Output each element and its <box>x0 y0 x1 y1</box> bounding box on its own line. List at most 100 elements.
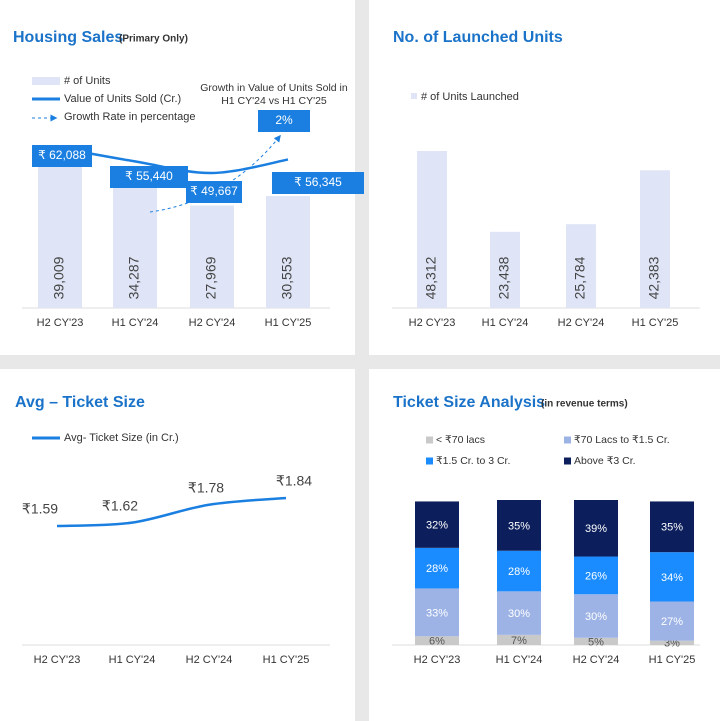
x-tick-label: H1 CY'24 <box>112 317 159 329</box>
value-label-box <box>272 172 364 194</box>
bar-segment <box>497 591 541 635</box>
segment-label: 30% <box>508 608 530 620</box>
x-tick-label: H1 CY'24 <box>496 654 543 666</box>
segment-label: 28% <box>508 566 530 578</box>
line-value-label: ₹1.84 <box>276 473 312 489</box>
x-tick-label: H1 CY'25 <box>632 317 679 329</box>
bar <box>490 231 520 308</box>
segment-label: 5% <box>588 636 604 648</box>
segment-label: 34% <box>661 572 683 584</box>
bar-value-label: 39,009 <box>51 256 67 299</box>
segment-label: 6% <box>429 636 445 648</box>
bar-segment <box>574 637 618 645</box>
bar <box>640 170 670 308</box>
x-tick-label: H1 CY'25 <box>265 317 312 329</box>
legend-label: Growth Rate in percentage <box>64 111 195 123</box>
x-tick-label: H2 CY'24 <box>186 654 233 666</box>
legend-marker <box>32 77 60 85</box>
bar <box>417 151 447 308</box>
line <box>56 496 287 528</box>
bar-segment <box>415 636 459 645</box>
x-tick-label: H2 CY'23 <box>34 654 81 666</box>
legend-label: # of Units Launched <box>421 91 519 103</box>
bar <box>190 205 234 308</box>
bar <box>266 195 310 308</box>
chart-subtitle: (Primary Only) <box>119 34 188 45</box>
segment-label: 30% <box>585 611 607 623</box>
annotation: H1 CY'24 vs H1 CY'25 <box>221 95 327 107</box>
x-tick-label: H2 CY'23 <box>37 317 84 329</box>
bar-segment <box>415 501 459 548</box>
bar-segment <box>650 552 694 602</box>
legend-marker <box>426 457 433 465</box>
bar <box>113 182 157 308</box>
bar-segment <box>497 634 541 645</box>
x-tick-label: H1 CY'24 <box>109 654 156 666</box>
legend-marker <box>564 457 571 465</box>
x-tick-label: H2 CY'23 <box>409 317 456 329</box>
bar-value-label: 25,784 <box>572 256 588 299</box>
segment-label: 35% <box>661 522 683 534</box>
bar-segment <box>650 640 694 645</box>
bar-segment <box>574 556 618 595</box>
segment-label: 27% <box>661 616 683 628</box>
legend-label: Value of Units Sold (Cr.) <box>64 93 181 105</box>
panel <box>0 369 355 721</box>
legend-marker <box>426 436 433 444</box>
bar <box>566 224 596 308</box>
bar-value-label: 30,553 <box>279 256 295 299</box>
line-value-label: ₹1.78 <box>188 479 224 495</box>
x-tick-label: H2 CY'24 <box>573 654 620 666</box>
bar-value-label: 48,312 <box>423 256 439 299</box>
bar-segment <box>650 501 694 553</box>
segment-label: 3% <box>664 638 680 650</box>
bar-value-label: 42,383 <box>646 256 662 299</box>
segment-label: 26% <box>585 570 607 582</box>
legend-label: < ₹70 lacs <box>436 434 485 446</box>
growth-label: 2% <box>275 113 293 127</box>
annotation: Growth in Value of Units Sold in <box>200 82 348 94</box>
x-tick-label: H2 CY'23 <box>414 654 461 666</box>
segment-label: 39% <box>585 523 607 535</box>
legend-marker <box>564 436 571 444</box>
value-label-box <box>32 145 92 167</box>
bar-segment <box>415 547 459 589</box>
legend-label: # of Units <box>64 75 111 87</box>
line-value-label: ₹1.59 <box>22 501 58 517</box>
x-tick-label: H1 CY'25 <box>649 654 696 666</box>
segment-label: 33% <box>426 607 448 619</box>
growth-box <box>258 110 310 132</box>
x-tick-label: H2 CY'24 <box>189 317 236 329</box>
legend-label: ₹1.5 Cr. to 3 Cr. <box>436 455 510 467</box>
value-label-box <box>110 166 188 188</box>
chart-title: Ticket Size Analysis <box>393 394 545 411</box>
legend-label: ₹70 Lacs to ₹1.5 Cr. <box>574 434 670 446</box>
chart-title: No. of Launched Units <box>393 29 563 46</box>
x-tick-label: H2 CY'24 <box>558 317 605 329</box>
legend-marker <box>411 93 417 99</box>
bar-value-label: 34,287 <box>126 256 142 299</box>
segment-label: 35% <box>508 520 530 532</box>
bar-value-label: 23,438 <box>496 256 512 299</box>
chart-title: Avg – Ticket Size <box>15 394 145 411</box>
bar-segment <box>574 500 618 557</box>
bar-segment <box>415 588 459 637</box>
bar-segment <box>497 500 541 551</box>
bar-segment <box>574 594 618 638</box>
chart-subtitle: (in revenue terms) <box>541 399 628 410</box>
bar-value-label: 27,969 <box>203 256 219 299</box>
x-tick-label: H1 CY'24 <box>482 317 529 329</box>
bar-segment <box>497 550 541 592</box>
legend-label: Avg- Ticket Size (in Cr.) <box>64 432 179 444</box>
bar <box>38 165 82 308</box>
segment-label: 32% <box>426 520 448 532</box>
legend-label: Above ₹3 Cr. <box>574 455 636 467</box>
line-value-label: ₹1.62 <box>102 497 138 513</box>
chart-title: Housing Sales <box>13 29 123 46</box>
segment-label: 28% <box>426 563 448 575</box>
line-value-label: ₹ 62,088 <box>38 148 86 162</box>
x-tick-label: H1 CY'25 <box>263 654 310 666</box>
segment-label: 7% <box>511 635 527 647</box>
